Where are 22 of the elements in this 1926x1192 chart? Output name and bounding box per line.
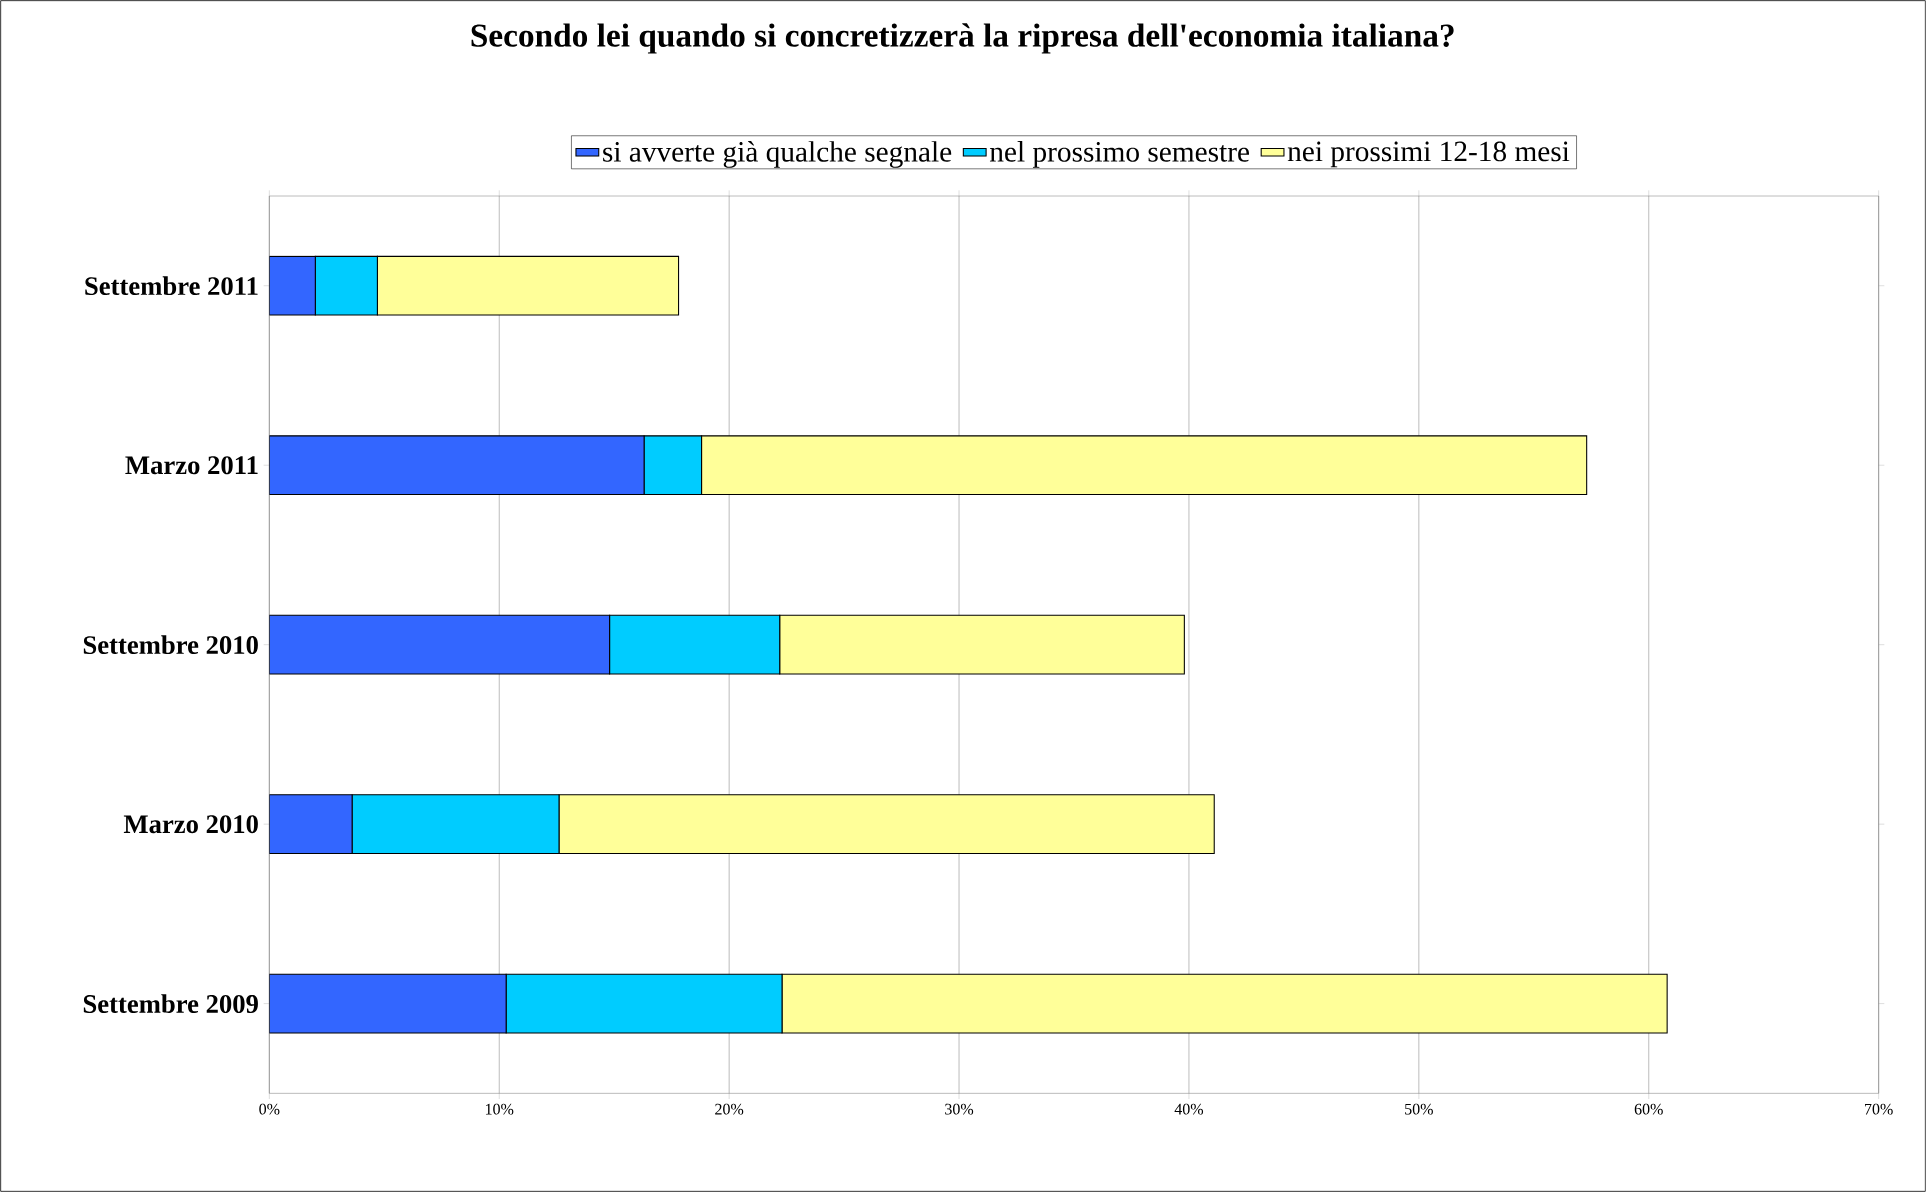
x-tick-label: 30% — [945, 1103, 974, 1115]
x-tick-label: 50% — [1405, 1103, 1433, 1115]
legend-label: nei prossimi 12-18 mesi — [1287, 141, 1570, 168]
y-tick-label: Marzo 2011 — [125, 456, 258, 475]
x-tick-label: 70% — [1865, 1103, 1893, 1115]
y-tick-label: Marzo 2010 — [123, 815, 258, 834]
x-tick-label: 60% — [1634, 1103, 1663, 1115]
y-tick-label: Settembre 2010 — [83, 635, 258, 655]
bar — [269, 255, 316, 316]
x-tick-label: 10% — [485, 1103, 514, 1115]
x-tick-label: 40% — [1174, 1103, 1204, 1115]
legend-label: nel prossimo semestre — [989, 141, 1249, 168]
x-tick-label: 20% — [715, 1103, 744, 1115]
y-tick-label: Settembre 2011 — [85, 276, 258, 296]
bar — [269, 614, 611, 675]
y-tick-label: Settembre 2009 — [83, 994, 258, 1013]
x-tick-label: 0% — [259, 1103, 280, 1115]
bar — [269, 794, 353, 855]
legend-label: si avverte già qualche segnale — [603, 141, 952, 168]
chart-title: Secondo lei quando si concretizzerà la ripresa dell'economia italiana? — [471, 23, 1454, 54]
bar — [269, 973, 507, 1034]
bar — [269, 435, 645, 496]
